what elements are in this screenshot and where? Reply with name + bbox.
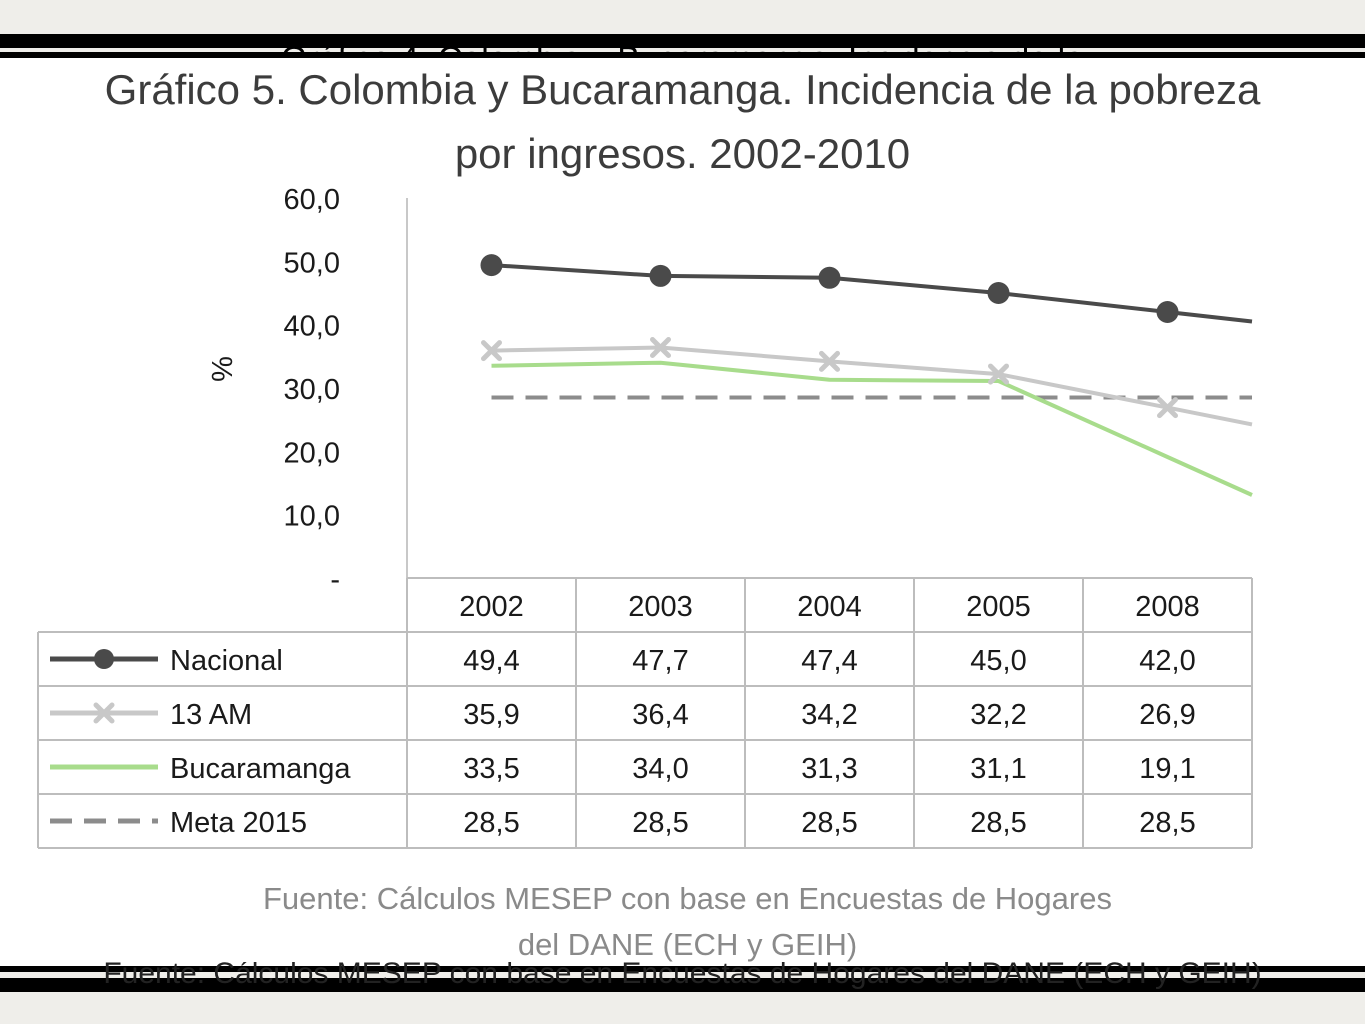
data-point-nacional — [987, 282, 1010, 304]
table-cell-value: 35,9 — [463, 699, 519, 731]
chart-title: Gráfico 5. Colombia y Bucaramanga. Incid… — [0, 58, 1365, 186]
source-note: Fuente: Cálculos MESEP con base en Encue… — [120, 876, 1255, 968]
legend-marker-nacional — [94, 649, 114, 669]
table-cell-value: 28,5 — [463, 807, 519, 839]
y-axis-title: % — [207, 356, 239, 382]
legend-label-meta-2015: Meta 2015 — [170, 807, 307, 839]
legend-label-nacional: Nacional — [170, 645, 283, 677]
x-category-label: 2008 — [1135, 591, 1200, 623]
x-category-label: 2003 — [628, 591, 693, 623]
data-point-nacional — [1156, 301, 1179, 323]
table-cell-value: 28,5 — [1139, 807, 1195, 839]
x-category-label: 2005 — [966, 591, 1031, 623]
y-tick-label: 10,0 — [284, 501, 340, 533]
source-line2: del DANE (ECH y GEIH) — [517, 927, 858, 962]
y-tick-label: - — [330, 564, 340, 596]
data-point-nacional — [649, 264, 672, 287]
table-cell-value: 36,4 — [632, 699, 688, 731]
table-cell-value: 28,5 — [970, 807, 1026, 839]
chart-svg: - 10,0 20,0 30,0 40,0 50,0 60,0% 2002 2003 2004 20… — [37, 184, 1253, 849]
legend-label-bucaramanga: Bucaramanga — [170, 753, 351, 785]
table-cell-value: 31,3 — [801, 753, 857, 785]
table-cell-value: 28,5 — [632, 807, 688, 839]
bottom-black-bar-1 — [0, 966, 1365, 972]
chart-title-line1: Gráfico 5. Colombia y Bucaramanga. Incid… — [104, 66, 1261, 113]
y-tick-label: 20,0 — [284, 437, 340, 469]
table-cell-value: 34,0 — [632, 753, 688, 785]
x-category-label: 2004 — [797, 591, 862, 623]
legend-marker-13-am — [93, 702, 115, 724]
y-tick-label: 40,0 — [284, 311, 340, 343]
table-cell-value: 28,5 — [801, 807, 857, 839]
ghost-source: Fuente: Cálculos MESEP con base en Encue… — [103, 962, 1262, 990]
table-cell-value: 31,1 — [970, 753, 1026, 785]
series-line-13-am — [491, 345, 1253, 427]
source-line1: Fuente: Cálculos MESEP con base en Encue… — [263, 881, 1112, 916]
top-black-bar-2 — [0, 52, 1365, 58]
series-line-nacional — [491, 263, 1253, 324]
table-cell-value: 32,2 — [970, 699, 1026, 731]
slide: Gráfico 5. Colombia y Bucaramanga. Incid… — [0, 58, 1365, 968]
table-cell-value: 49,4 — [463, 645, 519, 677]
data-point-13am — [819, 350, 840, 372]
x-category-label: 2002 — [459, 591, 524, 623]
table-cell-value: 33,5 — [463, 753, 519, 785]
table-cell-value: 19,1 — [1139, 753, 1195, 785]
top-black-bar-1 — [0, 34, 1365, 48]
bottom-black-bar-2 — [0, 978, 1365, 992]
data-point-13am — [650, 336, 671, 358]
y-tick-label: 60,0 — [284, 184, 340, 216]
table-cell-value: 45,0 — [970, 645, 1026, 677]
table-cell-value: 47,4 — [801, 645, 857, 677]
data-point-13am — [481, 340, 502, 362]
chart-title-line2: por ingresos. 2002-2010 — [454, 130, 911, 177]
table-cell-value: 47,7 — [632, 645, 688, 677]
ghost-title: Gráfico 4. Colombia y Bucaramanga. Incid… — [0, 30, 1365, 52]
series-line-bucaramanga — [491, 360, 1253, 497]
legend-label-13-am: 13 AM — [170, 699, 252, 731]
table-cell-value: 42,0 — [1139, 645, 1195, 677]
data-point-nacional — [818, 266, 841, 289]
y-tick-label: 50,0 — [284, 247, 340, 279]
y-tick-label: 30,0 — [284, 374, 340, 406]
data-point-13am — [1157, 397, 1178, 419]
table-cell-value: 34,2 — [801, 699, 857, 731]
table-cell-value: 26,9 — [1139, 699, 1195, 731]
data-point-13am — [988, 363, 1009, 385]
data-point-nacional — [480, 254, 503, 277]
